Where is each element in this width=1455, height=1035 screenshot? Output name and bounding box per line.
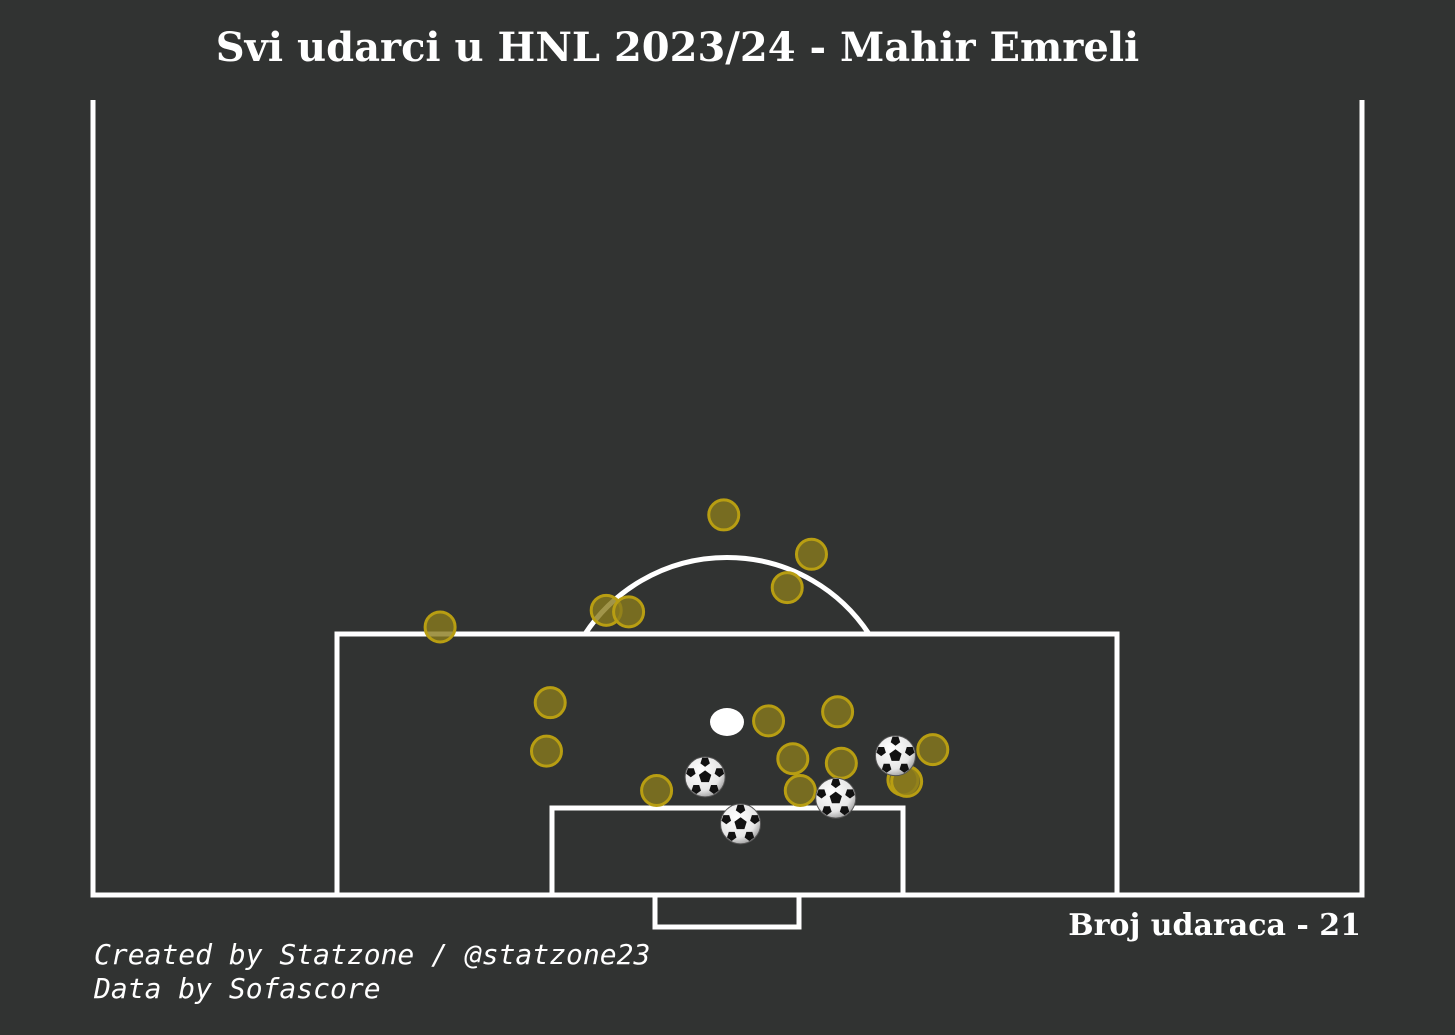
shot-markers bbox=[423, 498, 950, 845]
pitch-lines bbox=[90, 100, 1365, 930]
credit-data-source: Data by Sofascore bbox=[94, 972, 381, 1005]
shot-marker bbox=[824, 746, 858, 780]
touchlines-and-goal-line bbox=[90, 100, 1365, 898]
shot-marker bbox=[770, 571, 804, 605]
penalty-spot bbox=[710, 708, 744, 736]
credit-created-by: Created by Statzone / @statzone23 bbox=[94, 938, 651, 971]
penalty-arc bbox=[582, 555, 872, 636]
shot-marker bbox=[752, 704, 786, 738]
shot-marker bbox=[533, 686, 567, 720]
shot-marker bbox=[640, 774, 674, 808]
shot-marker bbox=[707, 498, 741, 532]
penalty-area bbox=[334, 631, 1120, 898]
shot-marker bbox=[821, 695, 855, 729]
shot-marker bbox=[612, 595, 646, 629]
shot-marker bbox=[794, 537, 828, 571]
shot-marker bbox=[783, 774, 817, 808]
goal-ball-icon bbox=[720, 803, 762, 845]
goal bbox=[652, 892, 802, 930]
chart-title: Svi udarci u HNL 2023/24 - Mahir Emreli bbox=[215, 24, 1140, 71]
shot-marker bbox=[916, 733, 950, 767]
goal-ball-icon bbox=[684, 756, 726, 798]
shot-marker bbox=[776, 742, 810, 776]
shot-marker bbox=[529, 734, 563, 768]
shot-marker bbox=[423, 610, 457, 644]
goal-ball-icon bbox=[815, 777, 857, 819]
goal-ball-icon bbox=[874, 735, 916, 777]
shot-count: Broj udaraca - 21 bbox=[1068, 908, 1361, 943]
